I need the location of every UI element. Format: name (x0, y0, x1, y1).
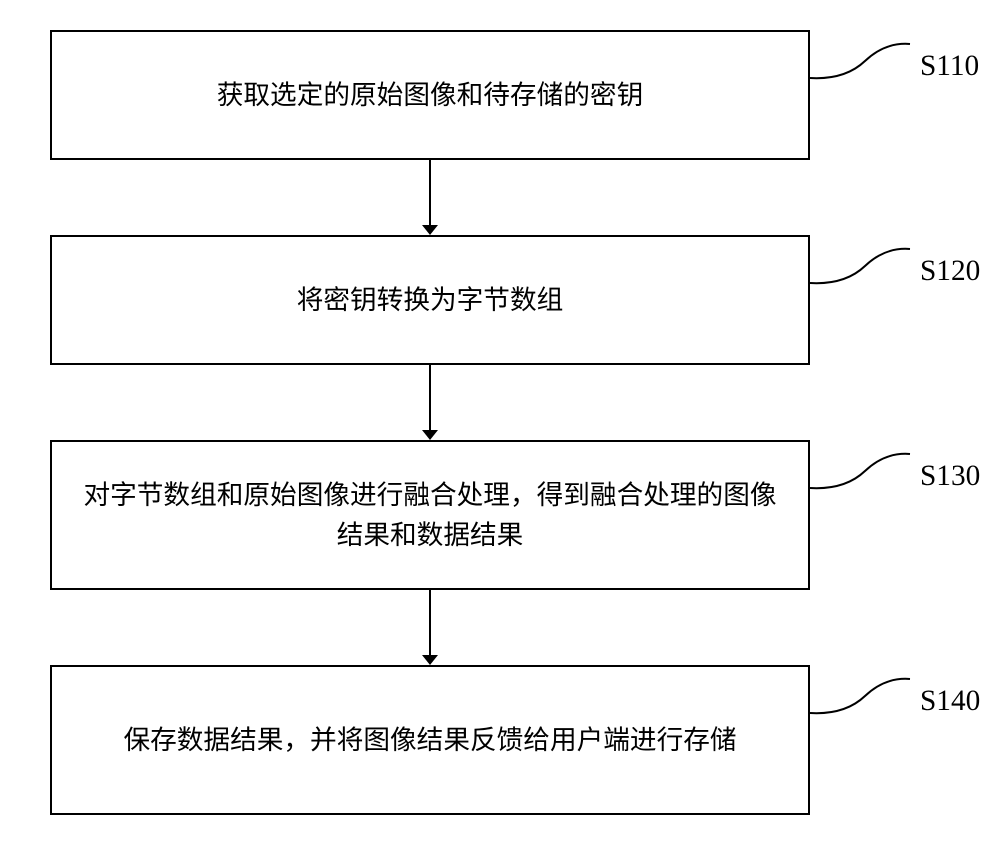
flow-step-s130: 对字节数组和原始图像进行融合处理，得到融合处理的图像结果和数据结果 (50, 440, 810, 590)
flowchart-canvas: 获取选定的原始图像和待存储的密钥 S110 将密钥转换为字节数组 S120 对字节数组和… (0, 0, 1000, 850)
flow-arrow-head (422, 655, 438, 665)
label-connector (810, 450, 910, 492)
flow-step-s110: 获取选定的原始图像和待存储的密钥 (50, 30, 810, 160)
flow-arrow (429, 590, 431, 655)
flow-step-s140: 保存数据结果，并将图像结果反馈给用户端进行存储 (50, 665, 810, 815)
flow-step-s120: 将密钥转换为字节数组 (50, 235, 810, 365)
flow-step-text: 获取选定的原始图像和待存储的密钥 (217, 75, 644, 115)
step-label-s140: S140 (920, 685, 980, 718)
step-label-s120: S120 (920, 255, 980, 288)
flow-arrow (429, 365, 431, 430)
flow-arrow-head (422, 225, 438, 235)
label-connector (810, 245, 910, 287)
flow-step-text: 将密钥转换为字节数组 (297, 280, 564, 320)
flow-step-text: 对字节数组和原始图像进行融合处理，得到融合处理的图像结果和数据结果 (72, 475, 788, 555)
step-label-s130: S130 (920, 460, 980, 493)
step-label-s110: S110 (920, 50, 979, 83)
flow-arrow-head (422, 430, 438, 440)
label-connector (810, 675, 910, 717)
flow-arrow (429, 160, 431, 225)
flow-step-text: 保存数据结果，并将图像结果反馈给用户端进行存储 (123, 720, 736, 760)
label-connector (810, 40, 910, 82)
